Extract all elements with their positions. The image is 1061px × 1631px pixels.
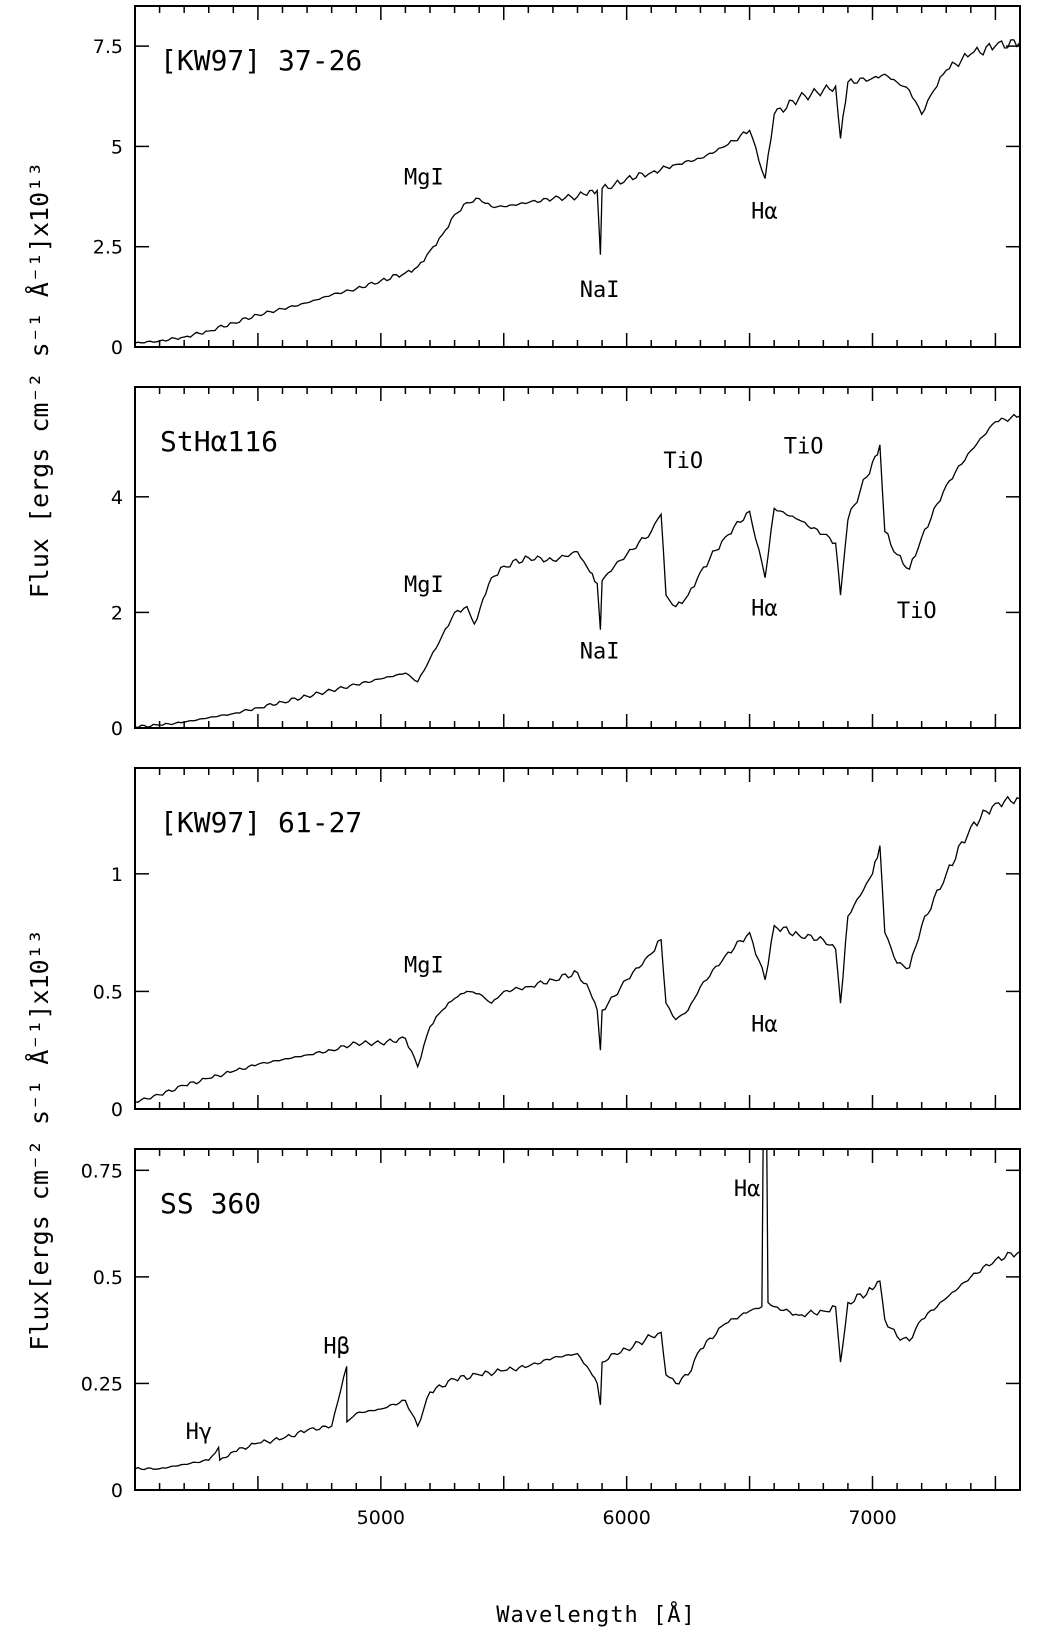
spectrum-line (135, 415, 1020, 728)
spectrum-line (135, 797, 1020, 1102)
y-tick-label: 5 (111, 136, 123, 158)
x-tick-label: 7000 (848, 1507, 896, 1529)
spectrum-line (135, 40, 1020, 343)
panels-group: 0 2.5 5 7.5 [KW97] 37-26 MgI NaI Hα 0 2 4 StHα116 Mg… (81, 6, 1020, 1502)
star-label: [KW97] 61-27 (160, 806, 362, 839)
x-tick-label: 5000 (357, 1507, 405, 1529)
star-label: SS 360 (160, 1187, 261, 1220)
y-tick-label: 2.5 (93, 237, 123, 259)
line-annotation: MgI (404, 166, 444, 191)
line-annotation: Hβ (323, 1335, 350, 1360)
y-tick-label: 7.5 (93, 36, 123, 58)
x-axis: 5000 6000 7000 (357, 1507, 897, 1529)
y-tick-label: 0 (111, 337, 123, 359)
star-label: [KW97] 37-26 (160, 44, 362, 77)
panel-1: 0 2.5 5 7.5 [KW97] 37-26 MgI NaI Hα (93, 6, 1020, 359)
line-annotation: NaI (580, 640, 620, 665)
y-axis-label-bottom: Flux[ergs cm⁻² s⁻¹ Å⁻¹]x10¹³ (25, 929, 54, 1350)
panel-2: 0 2 4 StHα116 MgI NaI TiO TiO Hα TiO (111, 387, 1020, 740)
x-tick-label: 6000 (602, 1507, 650, 1529)
y-tick-label: 4 (111, 487, 123, 509)
y-tick-label: 0.5 (93, 1267, 123, 1289)
line-annotation: MgI (404, 573, 444, 598)
y-tick-label: 0.25 (81, 1373, 123, 1395)
line-annotation: MgI (404, 954, 444, 979)
y-tick-label: 0 (111, 718, 123, 740)
line-annotation: Hα (751, 596, 778, 621)
panel-4: 0 0.25 0.5 0.75 SS 360 Hγ Hβ Hα (81, 1149, 1020, 1502)
star-label: StHα116 (160, 425, 278, 458)
y-tick-label: 1 (111, 864, 123, 886)
line-annotation: Hα (751, 1012, 778, 1037)
y-tick-label: 0.75 (81, 1160, 123, 1182)
line-annotation: NaI (580, 278, 620, 303)
line-annotation: TiO (897, 599, 937, 624)
y-axis-label-top: Flux [ergs cm⁻² s⁻¹ Å⁻¹]x10¹³ (25, 162, 54, 599)
y-tick-label: 0 (111, 1099, 123, 1121)
panel-3: 0 0.5 1 [KW97] 61-27 MgI Hα (93, 768, 1020, 1121)
line-annotation: Hα (734, 1177, 761, 1202)
y-tick-label: 2 (111, 602, 123, 624)
spectrum-line (135, 1149, 1020, 1470)
y-tick-label: 0.5 (93, 981, 123, 1003)
line-annotation: Hα (751, 200, 778, 225)
panel-frame (135, 1149, 1020, 1490)
x-axis-label: Wavelength [Å] (496, 1601, 695, 1628)
y-tick-label: 0 (111, 1480, 123, 1502)
line-annotation: TiO (784, 434, 824, 459)
line-annotation: TiO (663, 449, 703, 474)
line-annotation: Hγ (186, 1420, 213, 1445)
